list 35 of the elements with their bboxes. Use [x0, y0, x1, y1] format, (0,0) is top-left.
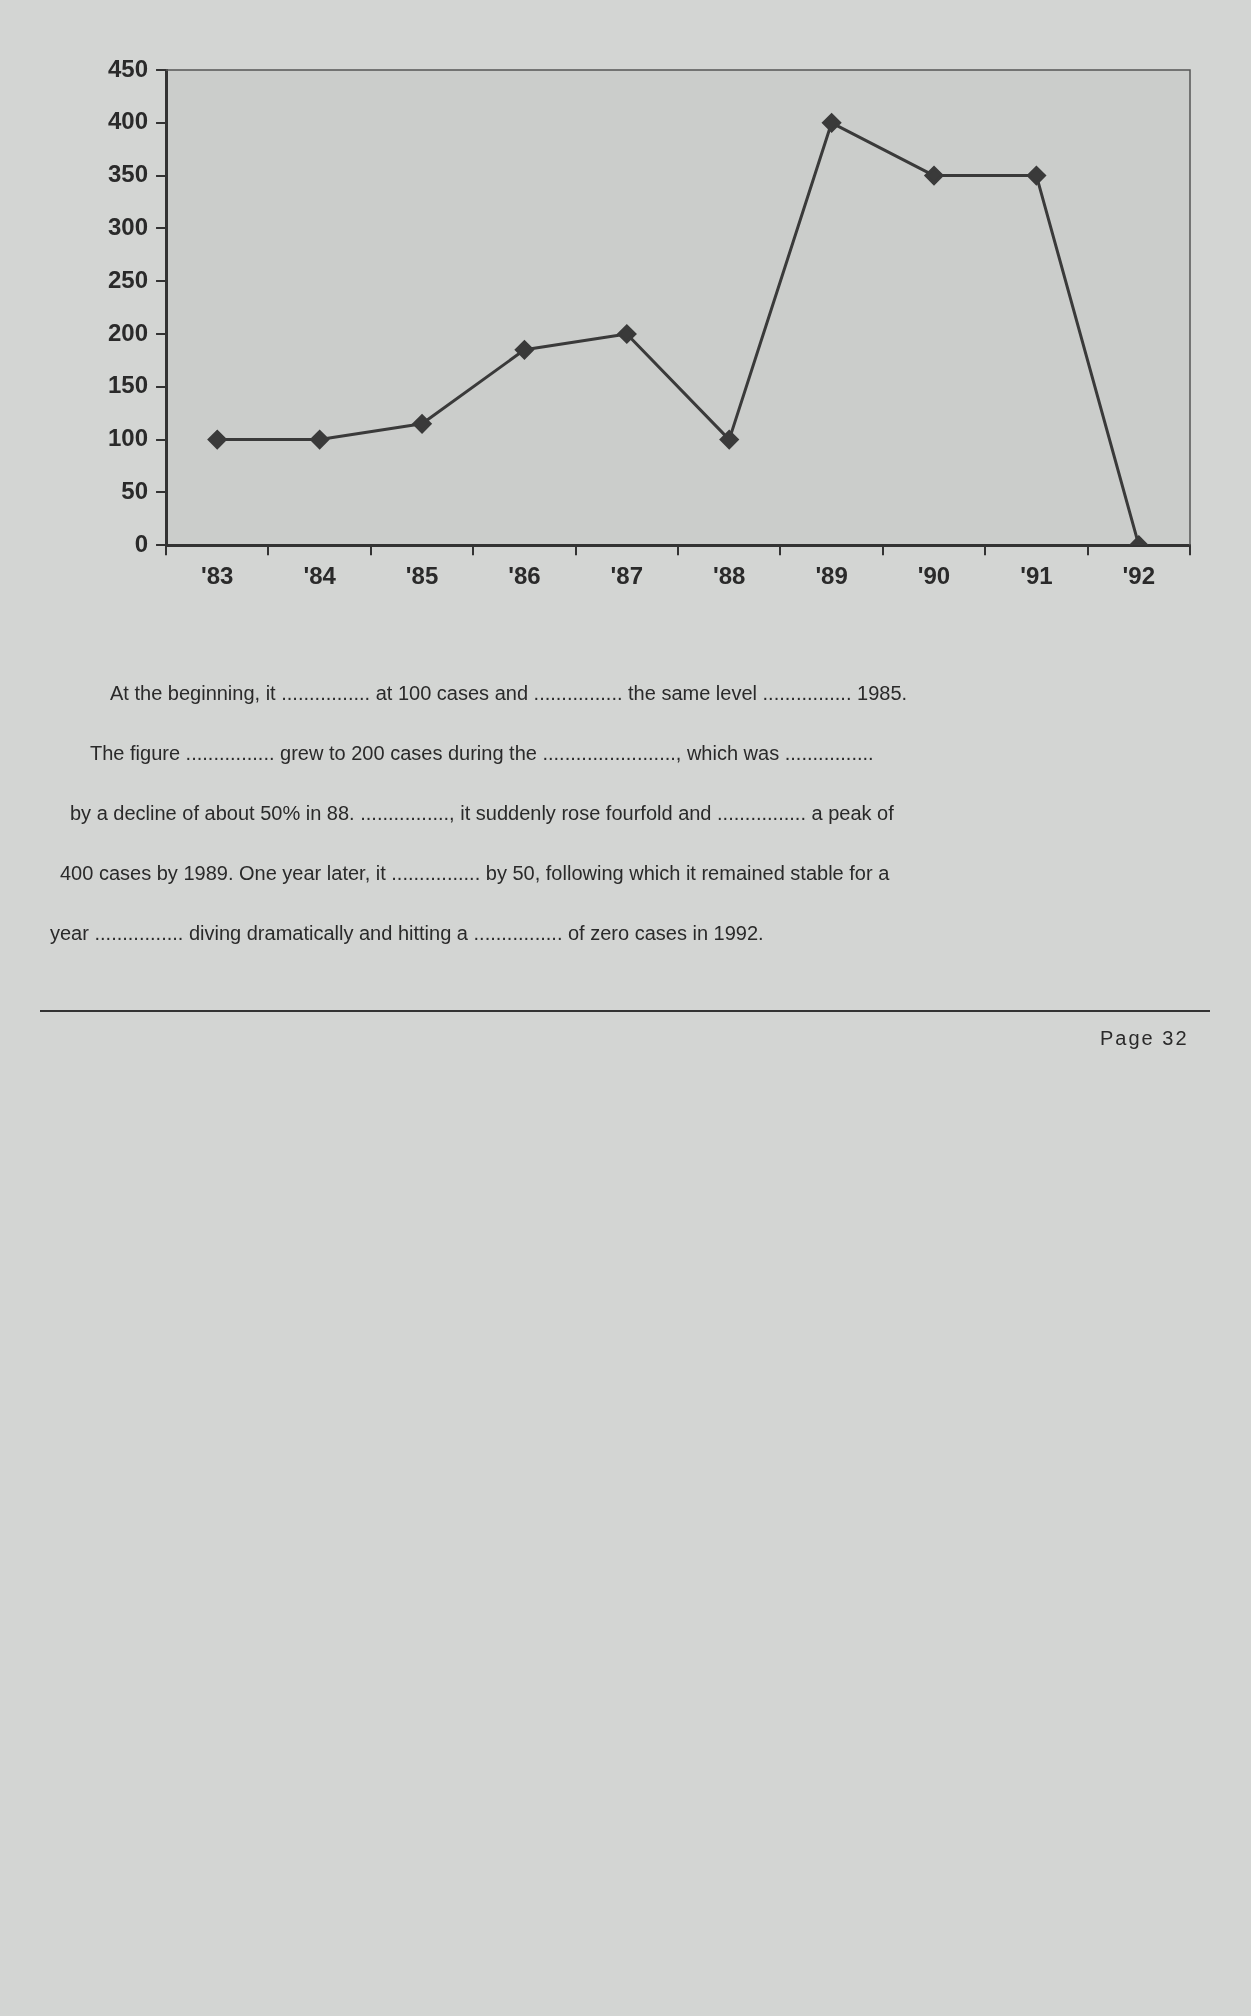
x-tick-label: '89 [815, 562, 848, 590]
x-tick-label: '92 [1122, 562, 1156, 590]
text: year ................ diving dramatically and hitting a ................ of zero cases in 1992. [50, 921, 764, 946]
y-tick-label: 450 [108, 54, 149, 82]
y-tick-label: 50 [121, 477, 149, 505]
x-tick-label: '87 [610, 562, 644, 590]
x-tick-label: '86 [508, 562, 541, 590]
x-tick-label: '83 [201, 562, 234, 590]
x-tick-label: '88 [713, 562, 746, 590]
text: Page 32 [1100, 1026, 1189, 1051]
y-tick-label: 0 [134, 529, 149, 557]
y-tick-label: 400 [108, 107, 149, 135]
x-tick-label: '91 [1020, 562, 1053, 590]
point [310, 430, 330, 450]
point [412, 414, 432, 434]
y-tick-label: 350 [108, 160, 149, 188]
point [617, 324, 637, 344]
y-tick-label: 250 [108, 265, 149, 293]
point [822, 113, 842, 133]
point [514, 340, 534, 360]
y-tick-label: 150 [108, 371, 149, 399]
y-tick-label: 100 [108, 424, 149, 452]
text: The figure ................ grew to 200 cases during the ........................, which was ................ [90, 741, 874, 766]
y-tick-label: 200 [108, 318, 149, 346]
point [719, 430, 739, 450]
text: 400 cases by 1989. One year later, it ................ by 50, following which it remained stable for a [60, 861, 890, 886]
point [924, 166, 944, 186]
x-tick-label: '84 [303, 562, 337, 590]
y-tick-label: 300 [108, 213, 149, 241]
text: by a decline of about 50% in 88. ................, it suddenly rose fourfold and ................ a peak of [70, 801, 894, 826]
x-tick-label: '90 [917, 562, 951, 590]
text: At the beginning, it ................ at 100 cases and ................ the same level ................ 1985. [110, 681, 908, 706]
point [1026, 166, 1046, 186]
x-tick-label: '85 [405, 562, 439, 590]
point [207, 430, 227, 450]
